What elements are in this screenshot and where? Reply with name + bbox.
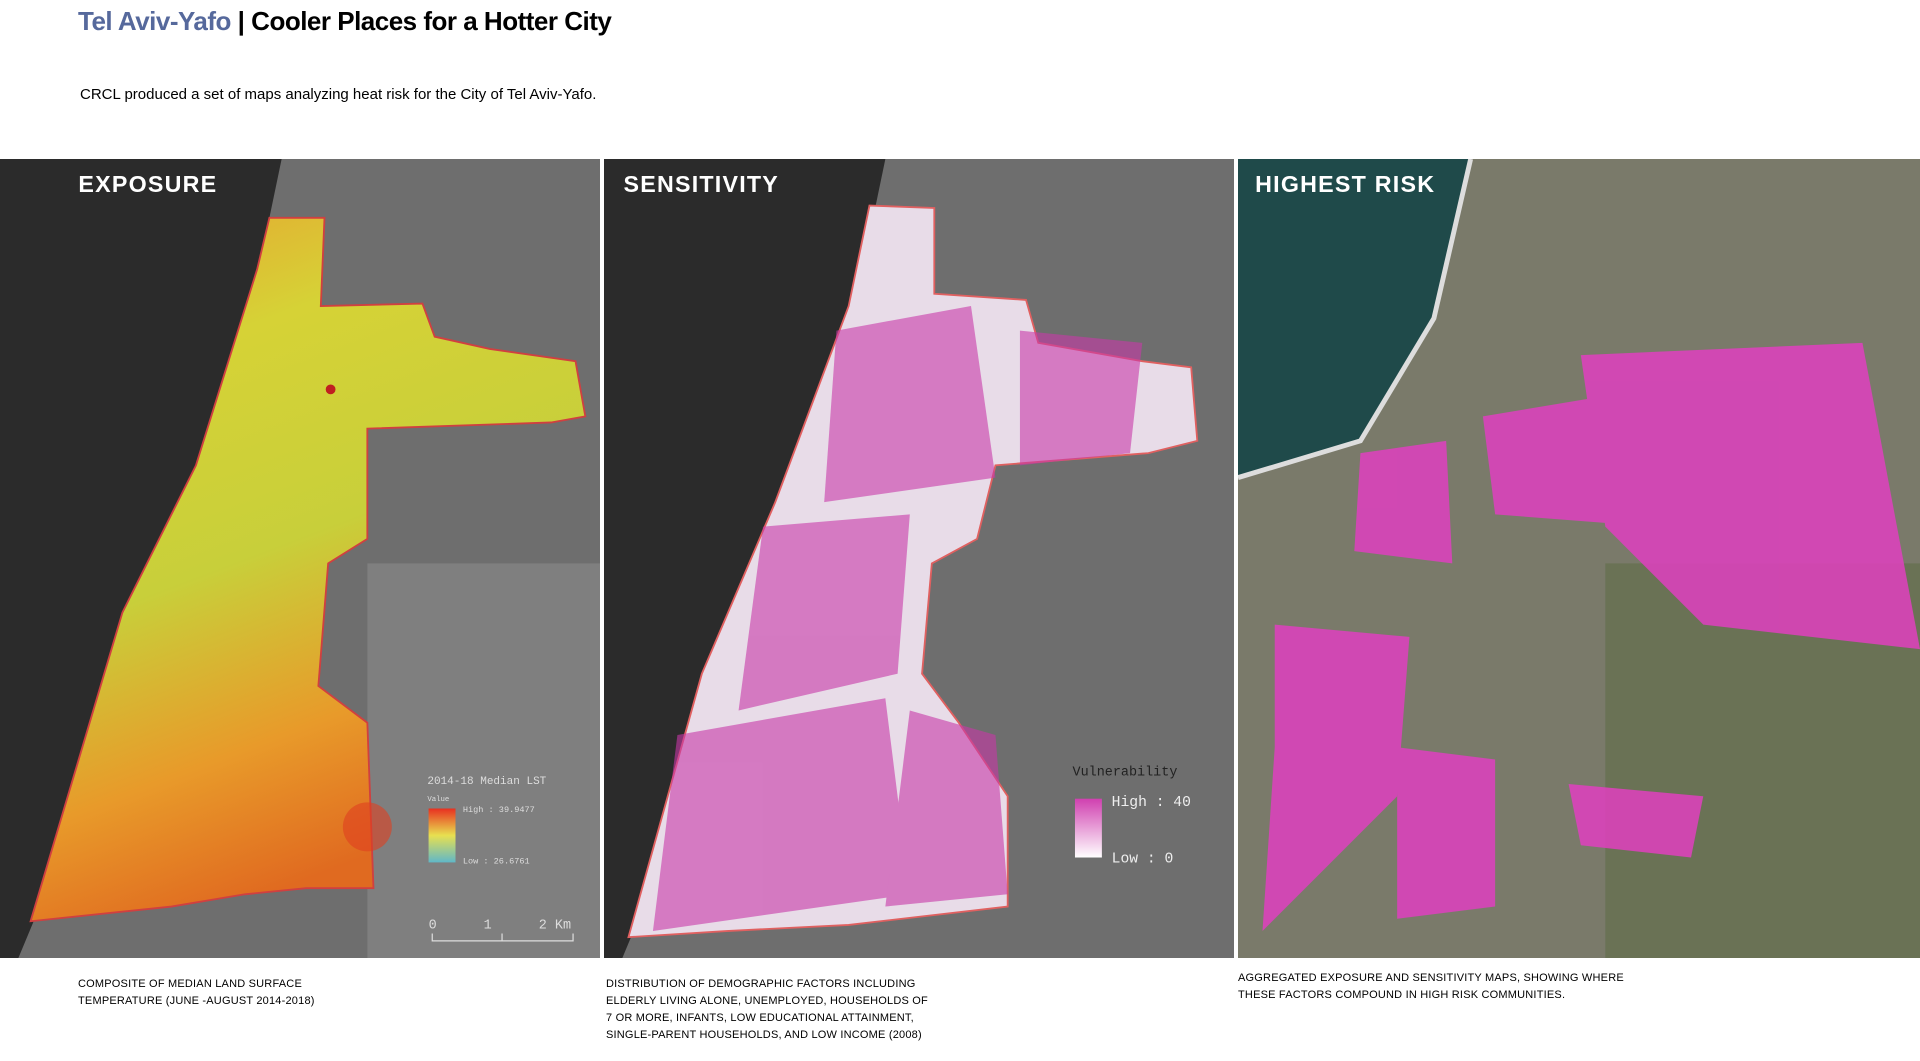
legend-low: Low : 0: [1112, 851, 1174, 867]
caption: AGGREGATED EXPOSURE AND SENSITIVITY MAPS…: [1238, 970, 1624, 1004]
caption-line: 7 OR MORE, INFANTS, LOW EDUCATIONAL ATTA…: [606, 1012, 914, 1024]
scale-bar: [431, 933, 574, 942]
legend-high: High : 39.9477: [463, 805, 535, 815]
caption-line: ELDERLY LIVING ALONE, UNEMPLOYED, HOUSEH…: [606, 995, 928, 1007]
panel-title: SENSITIVITY: [624, 171, 779, 197]
scale-label: 1: [484, 919, 492, 934]
panel-title: EXPOSURE: [78, 171, 217, 197]
sensitivity-map: SENSITIVITY Vulnerability High : 40 Low …: [604, 159, 1234, 958]
separator: |: [237, 6, 245, 36]
caption-line: TEMPERATURE (JUNE -AUGUST 2014-2018): [78, 995, 315, 1007]
title-place: Tel Aviv-Yafo: [78, 6, 231, 36]
legend-field: Value: [427, 796, 449, 804]
scale-label: 2 Km: [539, 919, 571, 934]
header: Tel Aviv-Yafo | Cooler Places for a Hott…: [78, 6, 612, 37]
caption: COMPOSITE OF MEDIAN LAND SURFACE TEMPERAT…: [78, 976, 315, 1010]
legend-ramp: [428, 808, 456, 863]
panel-title: HIGHEST RISK: [1255, 171, 1435, 197]
caption-line: SINGLE-PARENT HOUSEHOLDS, AND LOW INCOME…: [606, 1029, 922, 1041]
caption-line: COMPOSITE OF MEDIAN LAND SURFACE: [78, 978, 302, 990]
risk-map: HIGHEST RISK: [1238, 159, 1920, 958]
caption-line: THESE FACTORS COMPOUND IN HIGH RISK COMM…: [1238, 989, 1566, 1001]
legend-ramp: [1074, 798, 1102, 858]
caption: DISTRIBUTION OF DEMOGRAPHIC FACTORS INCL…: [606, 976, 928, 1044]
legend-low: Low : 26.6761: [463, 857, 530, 867]
legend-title: 2014-18 Median LST: [427, 776, 546, 788]
intro: CRCL produced a set of maps analyzing he…: [80, 86, 597, 103]
caption-line: AGGREGATED EXPOSURE AND SENSITIVITY MAPS…: [1238, 972, 1624, 984]
legend-title: Vulnerability: [1073, 765, 1178, 780]
scale-label: 0: [429, 919, 437, 934]
caption-line: DISTRIBUTION OF DEMOGRAPHIC FACTORS INCL…: [606, 978, 916, 990]
legend-high: High : 40: [1112, 795, 1191, 811]
title-main: Cooler Places for a Hotter City: [251, 6, 612, 36]
exposure-map: EXPOSURE 2014-18 Median LST Value High :…: [0, 159, 600, 958]
